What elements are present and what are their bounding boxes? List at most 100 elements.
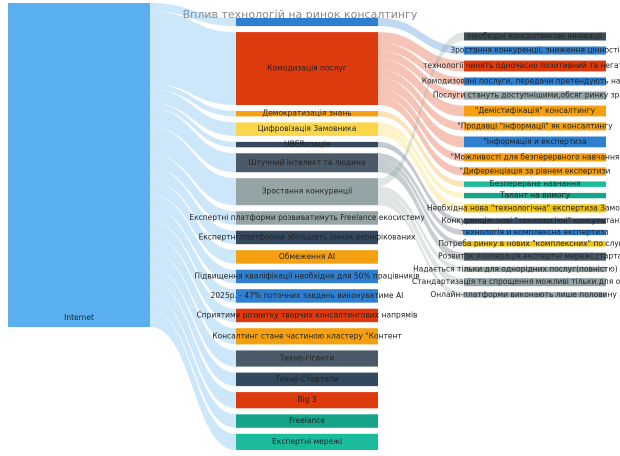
node-label: Big 3	[297, 395, 316, 404]
link	[150, 3, 236, 27]
node-label: "Можливості для безперервного навчання	[451, 152, 620, 161]
link	[150, 267, 236, 387]
node-label: технології чинять одночасно позитивний т…	[423, 61, 620, 70]
node-label: Комодизація послуг	[267, 64, 347, 73]
node	[464, 105, 606, 117]
link	[150, 297, 236, 428]
link	[378, 32, 464, 72]
link	[150, 235, 236, 345]
link	[150, 84, 236, 117]
link	[150, 102, 236, 148]
node-label: Розвиток:кооперація,експертні мережі,ста…	[438, 252, 620, 261]
link	[150, 154, 236, 225]
node-label: Сприятиме розвитку творчих консалтингови…	[197, 310, 418, 319]
node	[236, 111, 378, 117]
node	[236, 392, 378, 409]
node	[464, 229, 606, 236]
link	[378, 78, 464, 148]
node	[236, 141, 378, 148]
node-label: UBERизація	[284, 140, 330, 149]
node	[236, 122, 378, 136]
node-label: Демократизація знань	[262, 109, 351, 118]
link	[378, 164, 464, 261]
node	[236, 289, 378, 303]
link	[150, 127, 236, 206]
link	[150, 181, 236, 264]
layer: Internet Комодизація послуг Демократизація…	[64, 31, 620, 445]
link	[378, 59, 464, 117]
link	[378, 88, 464, 162]
node	[464, 292, 606, 298]
node	[236, 414, 378, 428]
node	[464, 181, 606, 187]
link	[150, 108, 236, 173]
node	[464, 91, 606, 100]
node	[464, 218, 606, 224]
link	[378, 191, 464, 287]
node	[464, 167, 606, 176]
node	[236, 308, 378, 323]
node-label: Експертні мережі	[272, 437, 342, 446]
node-label: Послуги стануть доступнішими,обсяг ринку…	[433, 91, 620, 100]
node	[464, 60, 606, 72]
node	[464, 241, 606, 247]
node	[236, 153, 378, 173]
link	[378, 96, 464, 176]
node	[464, 77, 606, 86]
node-label: "Інформація и експертиза	[483, 137, 586, 146]
node	[236, 18, 378, 27]
node-label: Internet	[64, 313, 94, 322]
link	[378, 199, 464, 298]
link	[150, 208, 236, 303]
node	[236, 32, 378, 105]
node	[236, 350, 378, 367]
node-label: Зростання конкуренції	[262, 187, 353, 196]
link	[150, 89, 236, 136]
node	[236, 328, 378, 345]
node-label: Техно-Стартапи	[274, 374, 339, 383]
node-label: Необхідна нова "технологічна" експертиза…	[427, 203, 620, 212]
node-label: Зростання конкуренції, зниження цінності	[450, 46, 619, 55]
node-label: Талант на вимогу	[499, 191, 571, 200]
node-label: Цифровізація Замовника	[258, 124, 357, 133]
link	[378, 127, 464, 213]
node-label: Консалтинг стане частиною кластеру "Конт…	[212, 331, 402, 340]
node	[464, 122, 606, 131]
link	[378, 51, 464, 100]
link	[378, 186, 464, 273]
node	[464, 192, 606, 199]
node	[464, 204, 606, 213]
node-label: Штучний інтелект та людина	[249, 158, 366, 167]
node-label: "Диференціація за рівнем експертизи	[460, 166, 611, 175]
node-label: Експертні платформи розвиватимуть Freela…	[189, 213, 425, 222]
node-label: Онлайн-платформи виконають лише половину…	[430, 290, 620, 299]
node-label: Необхідні консалтингові інновації	[468, 31, 603, 40]
node	[236, 372, 378, 387]
node	[236, 269, 378, 284]
node	[8, 3, 150, 327]
node-label: Техно-гіганти	[279, 354, 335, 363]
link	[150, 281, 236, 409]
link	[150, 251, 236, 367]
node-label: Безперервне навчання	[490, 179, 581, 188]
node-label: технологія и комплексна експертиза	[461, 228, 608, 237]
link	[378, 32, 464, 187]
link	[378, 42, 464, 86]
link	[150, 310, 236, 450]
link	[378, 158, 464, 247]
link	[378, 111, 464, 187]
node	[464, 136, 606, 148]
node-label: "Продавці "інформації" як консалтингу	[457, 121, 613, 130]
node	[236, 178, 378, 206]
node-label: Підвищення кваліфікації необхідне для 50…	[194, 271, 419, 280]
link	[378, 153, 464, 236]
layer	[8, 3, 606, 450]
link	[150, 11, 236, 106]
node	[464, 278, 606, 287]
link	[150, 194, 236, 284]
node	[464, 153, 606, 162]
link	[378, 122, 464, 199]
node	[464, 46, 606, 55]
node-label: Експертні платформи збільшать ринок вери…	[199, 232, 416, 241]
